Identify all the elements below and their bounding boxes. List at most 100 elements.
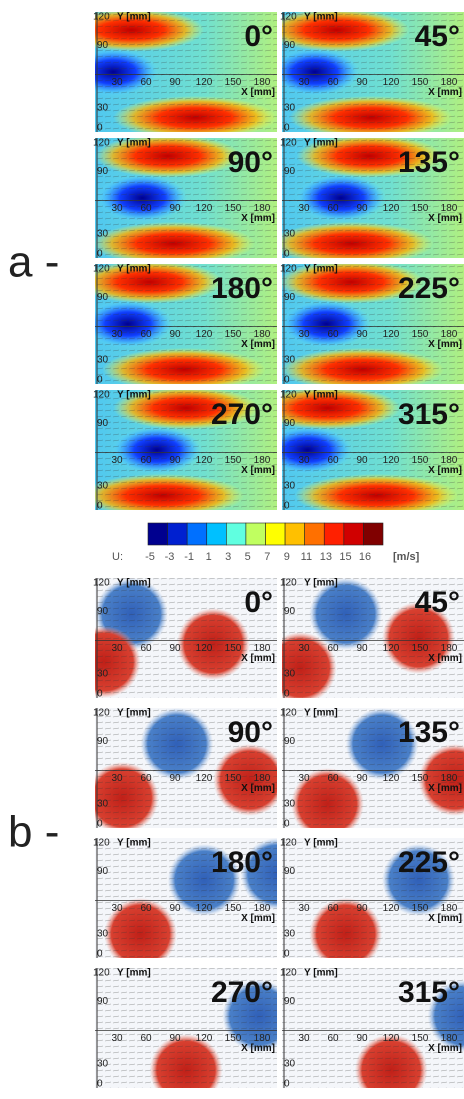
angle-label: 315° [398,398,460,431]
x-tick-label: 120 [196,903,213,914]
x-tick-label: 30 [298,903,310,914]
x-tick-label: 60 [327,1033,339,1044]
x-tick-label: 60 [140,77,152,88]
y-tick-label: 90 [284,418,296,429]
x-tick-label: 150 [225,77,242,88]
y-tick-label: 120 [93,264,110,275]
x-tick-label: 90 [169,455,181,466]
x-axis-label: X [mm] [241,653,275,664]
y-tick-label: 90 [97,40,109,51]
x-tick-label: 90 [356,773,368,784]
x-tick-label: 90 [356,77,368,88]
x-tick-label: 30 [111,1033,123,1044]
y-axis-label: Y [mm] [304,138,338,149]
x-tick-label: 150 [412,643,429,654]
y-axis-label: Y [mm] [304,838,338,849]
y-tick-label: 90 [97,418,109,429]
y-tick-label: 90 [97,606,109,617]
x-tick-label: 150 [412,203,429,214]
x-tick-label: 30 [111,203,123,214]
angle-label: 0° [244,586,273,619]
colorbar-tick: -1 [184,551,194,563]
x-tick-label: 60 [327,455,339,466]
x-tick-label: 150 [225,203,242,214]
x-tick-label: 30 [298,455,310,466]
x-tick-label: 150 [412,903,429,914]
x-tick-label: 90 [356,903,368,914]
colorbar-swatch [226,523,246,545]
y-tick-label: 90 [97,866,109,877]
colorbar-swatch [148,523,168,545]
x-tick-label: 120 [383,329,400,340]
x-tick-label: 30 [298,203,310,214]
x-tick-label: 120 [196,329,213,340]
y-tick-label: 90 [284,292,296,303]
y-tick-label: 90 [97,996,109,1007]
colorbar-tick: 9 [284,551,290,563]
x-axis-label: X [mm] [428,339,462,350]
y-tick-label: 90 [284,996,296,1007]
x-tick-label: 60 [327,329,339,340]
x-tick-label: 150 [412,329,429,340]
x-tick-label: 90 [169,77,181,88]
x-tick-label: 60 [140,455,152,466]
angle-label: 45° [415,20,460,53]
x-tick-label: 150 [225,1033,242,1044]
x-tick-label: 60 [140,643,152,654]
y-tick-label: 0 [284,689,290,700]
angle-label: 135° [398,146,460,179]
y-axis-label: Y [mm] [304,578,338,589]
x-tick-label: 120 [196,1033,213,1044]
x-axis-label: X [mm] [428,87,462,98]
y-axis-label: Y [mm] [304,12,338,23]
colorbar-tick: 13 [320,551,332,563]
x-axis-label: X [mm] [428,783,462,794]
x-tick-label: 120 [196,643,213,654]
x-tick-label: 90 [169,773,181,784]
x-tick-label: 150 [225,329,242,340]
colorbar-tick: 7 [264,551,270,563]
x-axis-label: X [mm] [241,87,275,98]
y-tick-label: 30 [284,103,296,114]
y-axis-label: Y [mm] [117,968,151,979]
colorbar-swatch [363,523,383,545]
x-tick-label: 90 [169,329,181,340]
x-tick-label: 150 [225,773,242,784]
x-tick-label: 120 [383,903,400,914]
x-tick-label: 150 [412,773,429,784]
y-tick-label: 30 [284,229,296,240]
x-tick-label: 150 [225,643,242,654]
x-tick-label: 60 [140,773,152,784]
y-tick-label: 30 [97,229,109,240]
colorbar-tick: 16 [359,551,371,563]
colorbar-tick: 11 [301,551,312,563]
y-axis-label: Y [mm] [304,264,338,275]
panel-label: b - [8,808,59,857]
y-tick-label: 90 [284,606,296,617]
x-axis-label: X [mm] [428,465,462,476]
x-tick-label: 120 [196,203,213,214]
angle-label: 270° [211,398,273,431]
x-tick-label: 120 [383,203,400,214]
x-tick-label: 60 [327,773,339,784]
x-tick-label: 90 [356,455,368,466]
x-tick-label: 150 [225,903,242,914]
y-tick-label: 90 [284,736,296,747]
y-tick-label: 0 [284,501,290,512]
x-tick-label: 60 [327,203,339,214]
y-tick-label: 0 [97,375,103,386]
y-tick-label: 120 [93,708,110,719]
x-tick-label: 60 [140,1033,152,1044]
y-tick-label: 0 [97,123,103,134]
y-tick-label: 90 [97,736,109,747]
angle-label: 90° [228,716,273,749]
y-tick-label: 0 [284,375,290,386]
x-tick-label: 60 [327,77,339,88]
